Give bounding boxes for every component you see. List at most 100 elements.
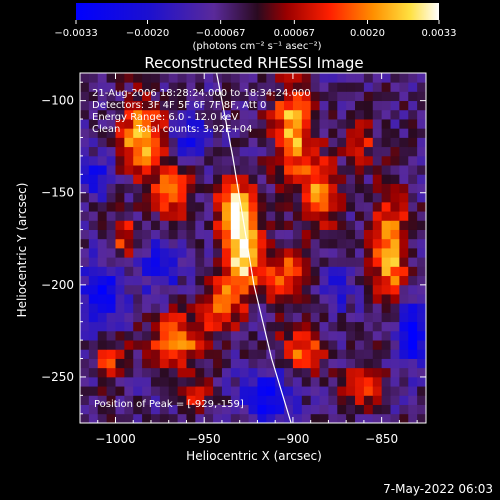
heatmap-cell [266, 303, 276, 313]
heatmap-cell [80, 119, 90, 129]
heatmap-cell [248, 294, 258, 304]
heatmap-cell [337, 137, 347, 148]
heatmap-cell [363, 340, 374, 350]
heatmap-cell [328, 321, 338, 332]
heatmap-cell [213, 275, 223, 286]
heatmap-cell [168, 294, 178, 304]
heatmap-cell [319, 109, 329, 120]
heatmap-cell [80, 91, 90, 102]
heatmap-cell [310, 119, 320, 129]
heatmap-cell [230, 404, 241, 415]
heatmap-cell [328, 100, 338, 111]
heatmap-cell [186, 155, 196, 166]
heatmap-cell [319, 155, 329, 166]
heatmap-cell [221, 201, 232, 212]
heatmap-cell [88, 330, 99, 341]
heatmap-cell [275, 340, 285, 350]
heatmap-cell [284, 312, 294, 323]
heatmap-cell [168, 137, 178, 148]
heatmap-cell [230, 395, 241, 405]
heatmap-cell [159, 128, 170, 138]
heatmap-cell [124, 155, 134, 166]
heatmap-cell [213, 294, 223, 304]
heatmap-cell [355, 395, 365, 405]
heatmap-cell [159, 340, 170, 350]
heatmap-cell [106, 340, 116, 350]
heatmap-cell [230, 275, 241, 286]
heatmap-cell [408, 183, 418, 194]
heatmap-cell [150, 404, 161, 415]
heatmap-cell [266, 73, 276, 83]
heatmap-cell [408, 395, 418, 405]
heatmap-cell [80, 183, 90, 194]
heatmap-cell [213, 386, 223, 396]
heatmap-cell [284, 137, 294, 148]
heatmap-cell [399, 376, 409, 387]
heatmap-cell [239, 367, 249, 378]
heatmap-cell [363, 155, 374, 166]
heatmap-cell [363, 367, 374, 378]
heatmap-cell [150, 201, 161, 212]
heatmap-cell [337, 128, 347, 138]
heatmap-cell [239, 192, 249, 203]
heatmap-cell [221, 229, 232, 240]
heatmap-cell [115, 376, 125, 387]
heatmap-cell [142, 192, 152, 203]
heatmap-cell [115, 109, 125, 120]
heatmap-cell [408, 146, 418, 157]
heatmap-cell [381, 404, 391, 415]
heatmap-cell [230, 294, 241, 304]
heatmap-cell [115, 220, 125, 230]
heatmap-cell [417, 257, 426, 267]
heatmap-cell [390, 404, 400, 415]
heatmap-cell [292, 229, 303, 240]
heatmap-cell [417, 201, 426, 212]
heatmap-cell [372, 73, 383, 83]
heatmap-cell [372, 330, 383, 341]
heatmap-cell [221, 91, 232, 102]
heatmap-cell [106, 321, 116, 332]
heatmap-cell [266, 137, 276, 148]
heatmap-cell [221, 367, 232, 378]
heatmap-cell [355, 183, 365, 194]
heatmap-cell [363, 229, 374, 240]
heatmap-cell [275, 183, 285, 194]
heatmap-cell [115, 349, 125, 359]
heatmap-cell [292, 238, 303, 249]
heatmap-cell [346, 275, 356, 286]
heatmap-cell [355, 137, 365, 148]
heatmap-cell [390, 82, 400, 92]
heatmap-cell [106, 404, 116, 415]
heatmap-cell [266, 238, 276, 249]
heatmap-cell [168, 404, 178, 415]
heatmap-cell [150, 312, 161, 323]
heatmap-cell [310, 201, 320, 212]
heatmap-cell [257, 358, 267, 369]
heatmap-cell [124, 192, 134, 203]
heatmap-cell [150, 128, 161, 138]
heatmap-cell [355, 192, 365, 203]
heatmap-cell [168, 238, 178, 249]
heatmap-cell [106, 312, 116, 323]
heatmap-cell [177, 349, 187, 359]
heatmap-cell [239, 340, 249, 350]
heatmap-cell [363, 73, 374, 83]
heatmap-cell [213, 238, 223, 249]
heatmap-cell [124, 174, 134, 184]
heatmap-cell [292, 201, 303, 212]
heatmap-cell [390, 220, 400, 230]
heatmap-cell [186, 183, 196, 194]
heatmap-cell [230, 376, 241, 387]
heatmap-cell [417, 395, 426, 405]
heatmap-cell [355, 367, 365, 378]
heatmap-cell [124, 248, 134, 258]
heatmap-cell [159, 284, 170, 295]
heatmap-cell [142, 284, 152, 295]
heatmap-cell [363, 386, 374, 396]
heatmap-cell [381, 128, 391, 138]
heatmap-cell [310, 376, 320, 387]
heatmap-cell [248, 395, 258, 405]
heatmap-cell [346, 229, 356, 240]
heatmap-cell [355, 91, 365, 102]
